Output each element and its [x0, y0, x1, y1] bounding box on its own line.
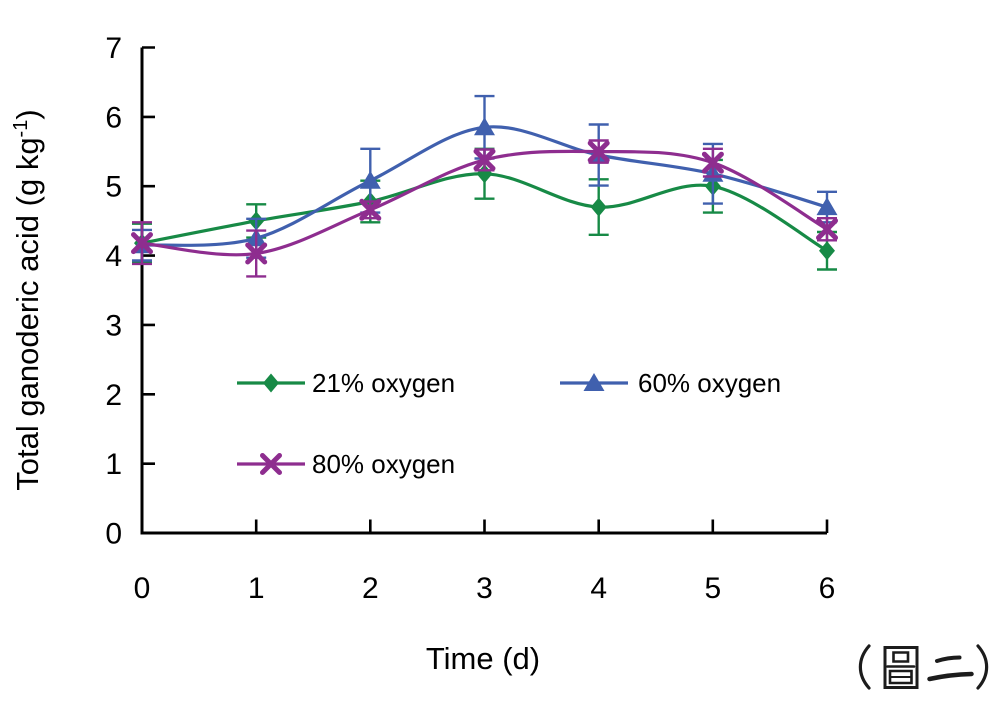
legend-item-60-oxygen: 60% oxygen [560, 368, 781, 398]
legend-item-80-oxygen: 80% oxygen [237, 449, 455, 479]
y-tick-label: 2 [105, 379, 122, 412]
legend-label-21-oxygen: 21% oxygen [312, 368, 455, 398]
x-tick-label: 6 [819, 572, 836, 605]
legend-item-21-oxygen: 21% oxygen [237, 368, 455, 398]
x-tick-label: 2 [362, 572, 379, 605]
x-tick-label: 5 [704, 572, 721, 605]
x-tick-label: 1 [248, 572, 265, 605]
annotation-close-paren [976, 644, 989, 690]
y-tick-label: 1 [105, 448, 122, 481]
y-tick-label: 6 [105, 101, 122, 134]
y-tick-label: 4 [105, 240, 122, 273]
y-axis-title: Total ganoderic acid (g kg-1) [10, 109, 45, 490]
legend-swatch-21-oxygen [237, 373, 305, 393]
y-axis-labels: 7 6 5 4 3 2 1 0 [105, 32, 122, 551]
legend: 21% oxygen 60% oxygen 80% oxygen [237, 368, 781, 479]
x-tick-label: 3 [476, 572, 493, 605]
annotation-open-paren [858, 644, 871, 690]
series-80-oxygen [131, 139, 838, 278]
plot-series [131, 94, 838, 278]
y-tick-label: 5 [105, 171, 122, 204]
y-axis-ticks [142, 46, 155, 465]
legend-swatch-60-oxygen [560, 373, 628, 391]
x-axis-ticks [254, 519, 829, 533]
legend-label-80-oxygen: 80% oxygen [312, 449, 455, 479]
annotation-glyph-tu [883, 646, 919, 689]
figure-annotation [858, 644, 989, 690]
x-axis-labels: 0 1 2 3 4 5 6 [134, 572, 836, 605]
y-tick-label: 3 [105, 309, 122, 342]
y-tick-label: 0 [105, 518, 122, 551]
x-tick-label: 0 [134, 572, 151, 605]
y-tick-label: 7 [105, 32, 122, 65]
annotation-glyph-er [927, 655, 974, 682]
legend-swatch-80-oxygen [237, 453, 305, 475]
legend-label-60-oxygen: 60% oxygen [638, 368, 781, 398]
x-axis-title: Time (d) [426, 641, 540, 676]
x-tick-label: 4 [590, 572, 607, 605]
axes [140, 46, 829, 535]
